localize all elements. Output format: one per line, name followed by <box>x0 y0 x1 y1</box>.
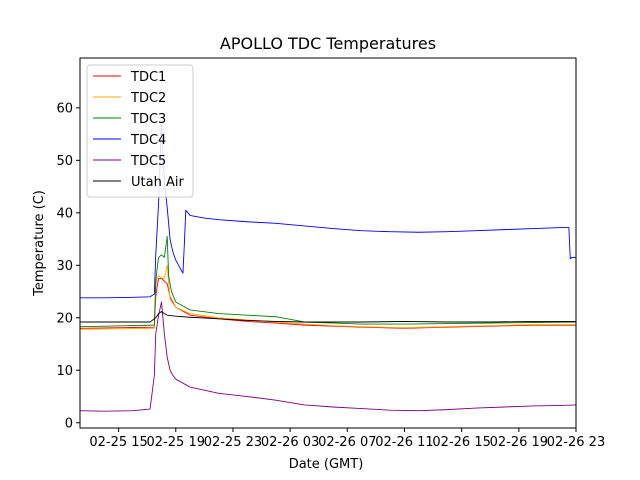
x-tick-label: 02-25 15 <box>89 435 147 450</box>
x-axis-label: Date (GMT) <box>289 457 364 472</box>
y-tick-label: 60 <box>56 101 73 116</box>
x-tick-label: 02-26 23 <box>547 435 605 450</box>
series-line-tdc1 <box>80 277 576 329</box>
x-tick-label: 02-26 11 <box>375 435 433 450</box>
y-tick-label: 40 <box>56 206 73 221</box>
series-layer <box>80 123 576 412</box>
x-tick-label: 02-26 03 <box>261 435 319 450</box>
y-axis-label: Temperature (C) <box>32 190 47 297</box>
x-tick-label: 02-26 19 <box>490 435 548 450</box>
series-line-tdc4 <box>80 123 576 299</box>
chart-title: APOLLO TDC Temperatures <box>220 34 436 53</box>
legend-label: TDC2 <box>130 91 166 106</box>
legend: TDC1 TDC2 TDC3 TDC4 TDC5 Utah Air <box>86 64 194 198</box>
legend-box <box>86 64 194 198</box>
y-tick-label: 30 <box>56 259 73 274</box>
x-tick-label: 02-25 19 <box>147 435 205 450</box>
legend-label: TDC1 <box>130 70 166 85</box>
x-tick-label: 02-26 07 <box>318 435 376 450</box>
legend-label: Utah Air <box>131 175 184 190</box>
legend-label: TDC5 <box>130 154 166 169</box>
series-line-utah-air <box>80 311 576 323</box>
x-tick-label: 02-26 15 <box>432 435 490 450</box>
y-tick-label: 10 <box>56 364 73 379</box>
series-line-tdc5 <box>80 301 576 412</box>
y-axis: 0 10 20 30 40 50 60 <box>56 101 80 431</box>
y-tick-label: 50 <box>56 154 73 169</box>
legend-label: TDC4 <box>130 133 166 148</box>
y-tick-label: 0 <box>65 416 73 431</box>
legend-label: TDC3 <box>130 112 166 127</box>
x-tick-label: 02-25 23 <box>204 435 262 450</box>
series-line-tdc3 <box>80 235 576 328</box>
y-tick-label: 20 <box>56 311 73 326</box>
series-line-tdc2 <box>80 264 576 330</box>
plot-frame <box>79 57 577 429</box>
